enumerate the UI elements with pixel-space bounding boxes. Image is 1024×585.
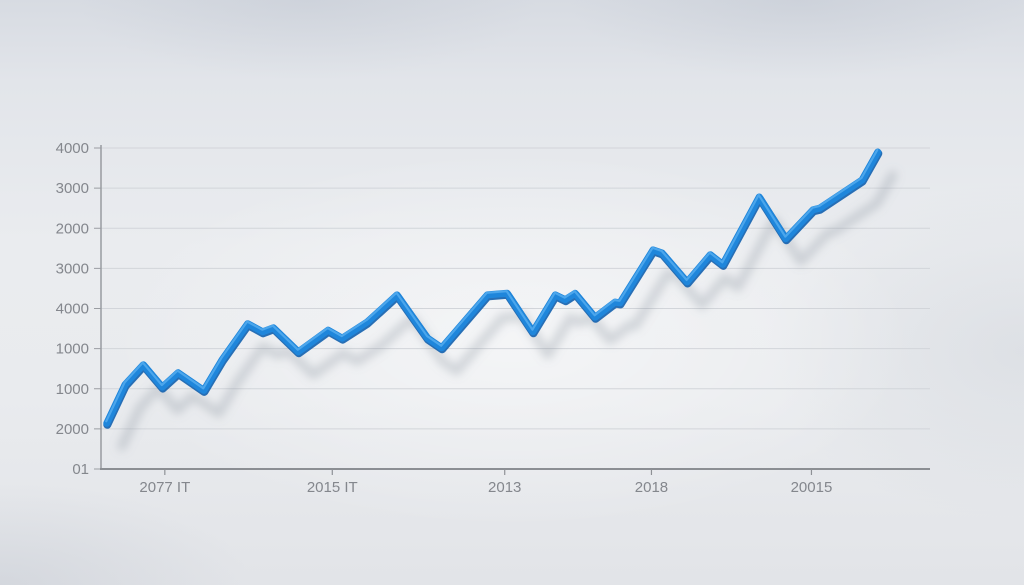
series-line-highlight	[105, 148, 879, 423]
x-axis-tick-label: 2077 IT	[139, 479, 190, 496]
y-axis-tick-label: 2000	[56, 421, 89, 438]
x-axis-tick-label: 2018	[635, 479, 668, 496]
series-line	[103, 148, 882, 427]
y-axis-tick-label: 1000	[56, 381, 89, 398]
y-axis-tick-label: 01	[72, 461, 89, 478]
y-axis-tick-label: 4000	[56, 301, 89, 318]
y-axis-tick-label: 3000	[56, 260, 89, 277]
y-axis-tick-label: 3000	[56, 180, 89, 197]
series-shadow	[117, 170, 898, 451]
series-line-underside	[103, 149, 883, 429]
y-axis-tick-label: 4000	[56, 140, 89, 157]
y-axis-tick-label: 1000	[56, 341, 89, 358]
x-axis-tick-label: 2015 IT	[307, 479, 358, 496]
y-axis-tick-label: 2000	[56, 220, 89, 237]
x-axis-tick-label: 20015	[791, 479, 833, 496]
x-axis-tick-label: 2013	[488, 479, 521, 496]
